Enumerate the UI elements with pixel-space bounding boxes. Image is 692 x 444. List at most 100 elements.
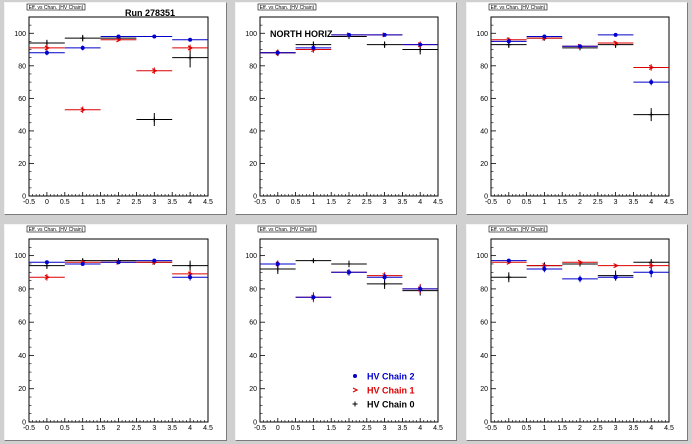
data-marker <box>188 275 193 280</box>
x-tick-label: 3.5 <box>629 425 639 432</box>
data-marker <box>382 42 388 48</box>
data-marker <box>648 64 655 70</box>
data-point <box>136 67 173 74</box>
x-tick-label: 4 <box>418 199 422 206</box>
data-point <box>29 44 65 52</box>
chart-svg-3: Eff. vs Chan. (HV Chain)-0.5 0 0.5 1 1.5 2 2.5… <box>476 3 674 206</box>
x-tick-label: 3.5 <box>398 425 408 432</box>
data-marker <box>649 80 654 85</box>
x-tick-label: 0.5 <box>60 425 70 432</box>
x-tick-label: 4.5 <box>203 199 213 206</box>
data-marker <box>542 34 547 39</box>
x-tick-label: 1 <box>542 199 546 206</box>
x-tick-label: 4.5 <box>664 199 674 206</box>
y-tick-label: 100 <box>245 253 257 260</box>
chart-svg-5: Eff. vs Chan. (HV Chain)-0.5 0 0.5 1 1.5 2 2.5… <box>245 225 443 432</box>
x-tick-label: 2 <box>347 425 351 432</box>
legend-label: HV Chain 1 <box>367 386 415 396</box>
x-tick-label: 0.5 <box>291 199 301 206</box>
data-marker <box>80 261 85 266</box>
data-marker <box>187 55 193 61</box>
run-label: Run 278351 <box>125 8 175 18</box>
x-tick-label: 1 <box>81 199 85 206</box>
x-tick-label: 3.5 <box>167 199 177 206</box>
x-tick-label: 4.5 <box>433 199 443 206</box>
pad-4: Eff. vs Chan. (HV Chain) -0.5 0 0.5 1 1.5 2 2.5… <box>4 224 227 441</box>
x-tick-label: 4 <box>649 199 653 206</box>
data-marker <box>648 112 654 118</box>
pad-1: Eff. vs Chan. (HV Chain) -0.5 0 0.5 1 1.5 2 2.5… <box>4 2 227 215</box>
y-tick-label: 0 <box>484 420 488 427</box>
y-tick-label: 80 <box>249 63 257 70</box>
data-marker <box>577 259 584 265</box>
pad-2: Eff. vs Chan. (HV Chain) -0.5 0 0.5 1 1.5 2 2.5… <box>235 2 457 215</box>
data-point <box>64 106 101 114</box>
x-tick-label: 1 <box>311 425 315 432</box>
plot-frame <box>259 16 439 197</box>
data-marker <box>44 274 51 280</box>
y-tick-label: 40 <box>18 353 26 360</box>
x-tick-label: 4.5 <box>664 425 674 432</box>
data-marker <box>310 258 316 264</box>
x-tick-label: 2 <box>347 199 351 206</box>
data-marker <box>187 271 194 277</box>
legend-marker <box>353 374 357 378</box>
data-marker <box>346 261 352 267</box>
data-marker <box>578 44 582 49</box>
data-marker <box>347 270 351 275</box>
x-tick-label: 3 <box>152 425 156 432</box>
legend-marker <box>352 387 359 393</box>
y-tick-label: 80 <box>249 286 257 293</box>
x-tick-label: 4.5 <box>203 425 213 432</box>
data-marker <box>187 263 193 269</box>
pad-title-box: Eff. vs Chan. (HV Chain) <box>26 3 86 11</box>
region-label: NORTH HORIZ <box>270 29 333 39</box>
data-marker <box>382 275 387 280</box>
y-tick-label: 40 <box>18 128 26 135</box>
legend: HV Chain 2 HV Chain 1 HV Chain 0 <box>352 372 415 410</box>
pad-title-box: Eff. vs Chan. (HV Chain) <box>488 3 548 11</box>
y-tick-label: 60 <box>480 320 488 327</box>
y-tick-label: 100 <box>14 31 26 38</box>
data-marker <box>418 286 423 291</box>
data-marker <box>506 274 512 280</box>
x-tick-label: 0.5 <box>522 199 532 206</box>
y-tick-label: 40 <box>249 128 257 135</box>
data-marker <box>44 50 49 55</box>
y-tick-label: 60 <box>18 96 26 103</box>
pad-title-box: Eff. vs Chan. (HV Chain) <box>488 225 548 233</box>
data-marker <box>151 117 157 123</box>
x-tick-label: 0 <box>276 199 280 206</box>
x-tick-label: 0 <box>45 199 49 206</box>
x-tick-label: 3.5 <box>398 199 408 206</box>
x-tick-label: 1.5 <box>326 425 336 432</box>
y-tick-label: 100 <box>476 31 488 38</box>
x-tick-label: 4 <box>418 425 422 432</box>
y-tick-label: 20 <box>18 161 26 168</box>
x-tick-label: 0 <box>507 425 511 432</box>
data-marker <box>152 258 157 263</box>
x-tick-label: 2 <box>578 425 582 432</box>
x-tick-label: -0.5 <box>23 425 35 432</box>
x-tick-label: 1.5 <box>557 425 567 432</box>
data-marker <box>613 40 619 46</box>
data-marker <box>152 68 158 74</box>
x-tick-label: 2.5 <box>132 199 142 206</box>
data-marker <box>649 270 654 275</box>
y-tick-label: 20 <box>480 161 488 168</box>
plot-frame <box>490 16 670 197</box>
y-tick-label: 60 <box>249 96 257 103</box>
pad-title-box: Eff. vs Chan. (HV Chain) <box>257 225 317 233</box>
x-tick-label: -0.5 <box>254 199 266 206</box>
x-tick-label: 2.5 <box>362 199 372 206</box>
x-tick-label: 2 <box>117 425 121 432</box>
pad-title: Eff. vs Chan. (HV Chain) <box>29 5 84 11</box>
data-marker <box>80 45 85 50</box>
y-tick-label: 100 <box>245 31 257 38</box>
y-tick-label: 80 <box>480 286 488 293</box>
data-marker <box>578 276 582 281</box>
x-tick-label: 3 <box>614 425 618 432</box>
x-tick-label: 1 <box>542 425 546 432</box>
data-marker <box>44 45 51 51</box>
x-tick-label: 2.5 <box>132 425 142 432</box>
